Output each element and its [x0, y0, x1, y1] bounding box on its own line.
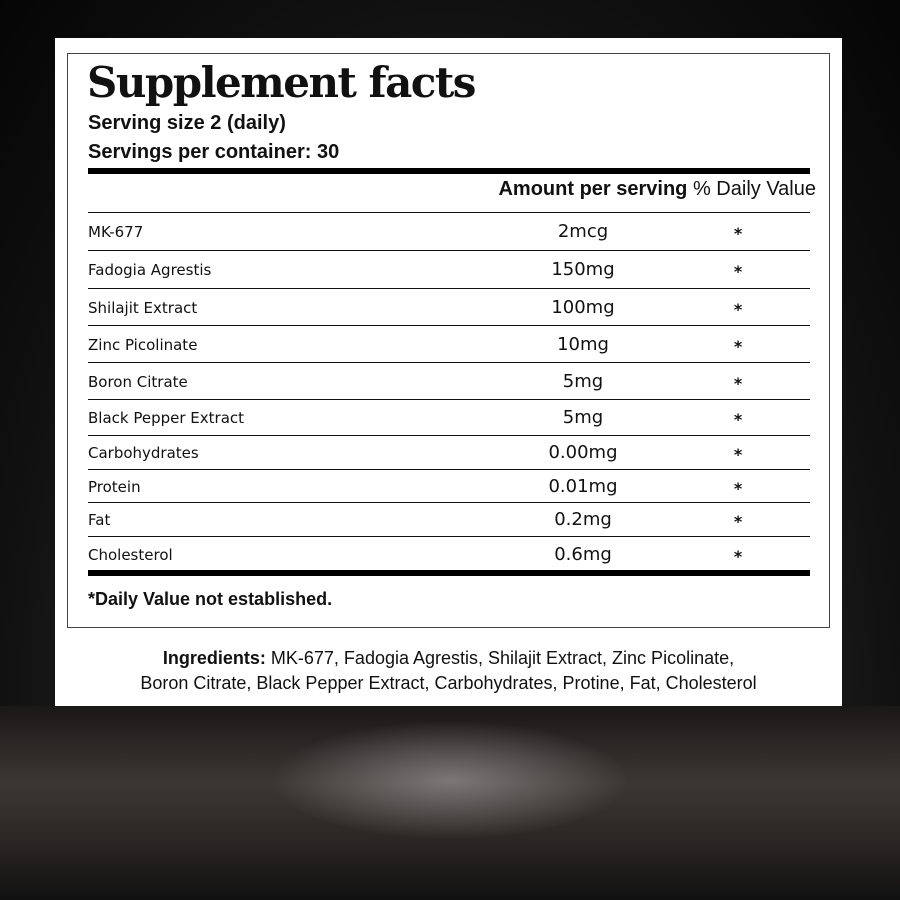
facts-panel-border [67, 53, 830, 628]
footnote: *Daily Value not established. [88, 589, 333, 609]
nutrient-name: Boron Citrate [88, 373, 188, 391]
table-row: MK-677 2mcg * [88, 212, 810, 250]
nutrient-amount: 0.01mg [548, 476, 618, 497]
nutrient-amount: 5mg [562, 371, 604, 392]
table-row: Black Pepper Extract 5mg * [88, 399, 810, 435]
ingredients-line-2: Boron Citrate, Black Pepper Extract, Car… [140, 673, 757, 693]
nutrient-name: Black Pepper Extract [88, 409, 245, 427]
nutrient-name: Fadogia Agrestis [88, 261, 212, 279]
nutrient-amount: 5mg [562, 407, 604, 428]
table-row: Cholesterol 0.6mg * [88, 536, 810, 571]
daily-value: * [733, 547, 743, 566]
nutrient-amount: 100mg [551, 297, 615, 318]
ingredients-label: Ingredients: [162, 648, 266, 668]
nutrient-name: Fat [88, 511, 111, 529]
daily-value: * [733, 410, 743, 429]
nutrient-amount: 0.2mg [554, 509, 612, 530]
table-row: Carbohydrates 0.00mg * [88, 435, 810, 469]
nutrient-name: Protein [88, 478, 141, 496]
daily-value: * [733, 300, 743, 319]
daily-value: * [733, 337, 743, 356]
nutrient-name: Zinc Picolinate [88, 336, 198, 354]
table-row: Fadogia Agrestis 150mg * [88, 250, 810, 288]
header-amount: Amount per serving [498, 178, 688, 200]
thick-divider [88, 570, 810, 576]
ingredients-line-1: MK-677, Fadogia Agrestis, Shilajit Extra… [265, 648, 735, 668]
page-title: Supplement facts [87, 58, 476, 107]
daily-value: * [733, 262, 743, 281]
supplement-facts-card: Supplement facts Serving size 2 (daily) … [55, 38, 842, 706]
header-daily-value: % Daily Value [692, 178, 816, 200]
daily-value: * [733, 512, 743, 531]
nutrient-name: Cholesterol [88, 546, 173, 564]
daily-value: * [733, 374, 743, 393]
table-row: Zinc Picolinate 10mg * [88, 325, 810, 362]
nutrient-name: Carbohydrates [88, 444, 199, 462]
background-light [270, 720, 630, 840]
nutrient-amount: 150mg [551, 259, 615, 280]
background-floor [0, 706, 900, 900]
table-row: Shilajit Extract 100mg * [88, 288, 810, 325]
servings-per-container: Servings per container: 30 [88, 141, 340, 163]
ingredients-text: Ingredients: MK-677, Fadogia Agrestis, S… [55, 646, 842, 696]
serving-size: Serving size 2 (daily) [88, 112, 286, 134]
daily-value: * [733, 445, 743, 464]
nutrient-amount: 0.00mg [548, 442, 618, 463]
daily-value: * [733, 479, 743, 498]
nutrient-amount: 10mg [557, 334, 609, 355]
nutrient-amount: 0.6mg [554, 544, 612, 565]
nutrient-name: MK-677 [88, 223, 144, 241]
table-row: Fat 0.2mg * [88, 502, 810, 536]
thick-divider [88, 168, 810, 174]
nutrient-name: Shilajit Extract [88, 299, 198, 317]
daily-value: * [733, 224, 743, 243]
table-row: Boron Citrate 5mg * [88, 362, 810, 399]
table-header: Amount per serving % Daily Value [498, 178, 816, 201]
nutrient-amount: 2mcg [557, 221, 609, 242]
table-row: Protein 0.01mg * [88, 469, 810, 502]
